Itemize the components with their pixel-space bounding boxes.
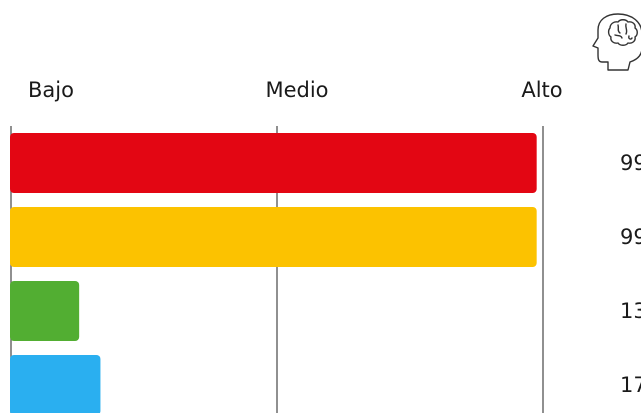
scale-label-medio: Medio bbox=[265, 78, 328, 102]
value-label: 99 bbox=[620, 225, 641, 249]
bar-4 bbox=[10, 355, 101, 413]
scale-label-alto: Alto bbox=[521, 78, 562, 102]
scale-label-bajo: Bajo bbox=[28, 78, 74, 102]
bar-3 bbox=[10, 281, 80, 341]
value-label: 17 bbox=[620, 373, 641, 397]
value-labels-group: 99 99 13 17 bbox=[620, 151, 641, 397]
brain-head-icon bbox=[592, 13, 641, 71]
value-label: 99 bbox=[620, 151, 641, 175]
bars-group bbox=[10, 133, 537, 413]
bar-2 bbox=[10, 207, 537, 267]
bar-1 bbox=[10, 133, 537, 193]
value-label: 13 bbox=[620, 299, 641, 323]
